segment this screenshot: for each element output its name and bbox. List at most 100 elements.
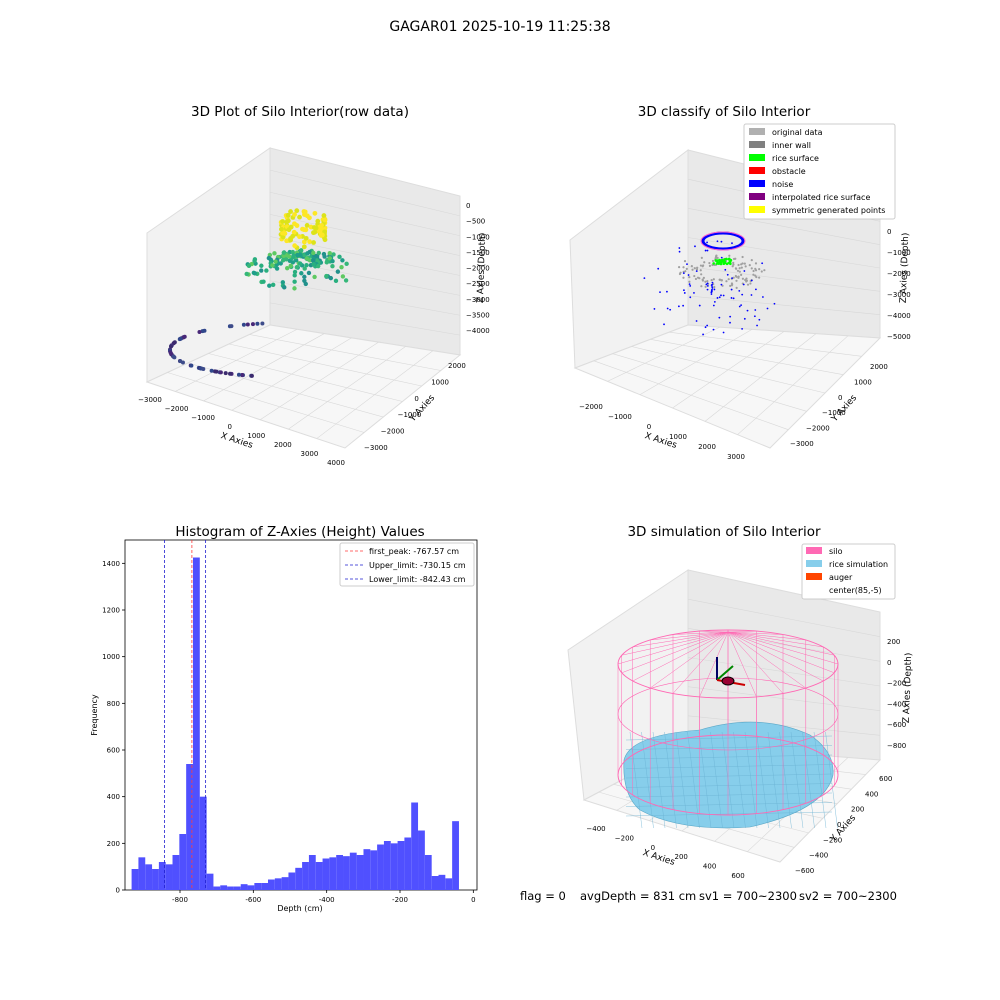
cls-point: [722, 331, 725, 334]
sim-y-tick-label: 600: [879, 775, 892, 783]
raw-point: [314, 258, 320, 263]
sim-z-tick-label: −800: [887, 742, 906, 750]
simulation-3d-panel: 3D simulation of Silo Interior −400 −200 0…: [567, 524, 914, 880]
cls-point: [738, 305, 741, 308]
histogram-y-ticks: 0 200 400 600 800 1000 1200 1400: [102, 560, 125, 895]
legend-swatch: [806, 547, 822, 554]
histogram-legend-box: [339, 542, 475, 587]
raw-x-tick-label: 2000: [274, 441, 292, 449]
histogram-bar: [349, 852, 357, 890]
raw-point: [282, 285, 287, 290]
raw-point: [244, 271, 249, 277]
cls-point: [691, 268, 694, 271]
cls-point: [748, 264, 751, 267]
raw-point: [281, 250, 286, 255]
rice-mesh-line: [625, 754, 833, 760]
histogram-x-tick-label: -200: [392, 896, 408, 904]
histogram-bar: [131, 869, 139, 890]
classify-3d-points: [643, 231, 776, 336]
cls-point: [701, 278, 704, 281]
cls-point: [704, 326, 707, 329]
status-sv1: sv1 = 700~2300: [699, 889, 797, 903]
raw-y-tick-label: −3000: [364, 444, 388, 452]
histogram-bar: [186, 764, 193, 890]
rice-simulation-surface: [623, 721, 838, 829]
histogram-reference-lines: [164, 540, 207, 890]
rice-mesh-line: [625, 735, 833, 741]
cls-point: [735, 279, 738, 282]
cls-ring-outline: [700, 231, 746, 251]
raw-point: [270, 282, 276, 288]
cls-point: [724, 268, 727, 271]
raw-y-tick-label: −1000: [398, 411, 422, 419]
raw-point: [294, 258, 299, 263]
histogram-bar: [295, 867, 303, 890]
histogram-bar: [288, 872, 296, 890]
raw-point: [316, 250, 322, 256]
simulation-3d-zlabel: Z Axies (Depth): [902, 653, 914, 724]
classify-3d-x-ticks: −2000 −1000 0 1000 2000 3000: [579, 403, 745, 461]
legend-swatch: [749, 193, 765, 200]
histogram-y-tick-label: 0: [116, 887, 120, 895]
cls-point: [754, 269, 758, 272]
rice-mesh-line: [733, 731, 746, 829]
legend-label: Lower_limit: -842.43 cm: [369, 575, 466, 584]
rice-mesh-line: [790, 731, 804, 829]
histogram-bar: [220, 885, 228, 890]
raw-point: [288, 263, 293, 269]
cls-point: [722, 294, 725, 297]
raw-y-tick-label: 1000: [431, 378, 449, 386]
raw-point: [324, 260, 329, 265]
cls-point: [657, 267, 660, 270]
raw-point: [294, 265, 300, 270]
histogram-bar: [274, 878, 282, 890]
cls-point: [754, 262, 758, 265]
cls-point: [706, 241, 708, 244]
raw-point: [279, 226, 284, 232]
gridline: [249, 334, 441, 371]
status-sv2: sv2 = 700~2300: [799, 889, 897, 903]
cls-point: [696, 266, 699, 269]
histogram-bar: [281, 877, 289, 890]
rice-mesh-line: [629, 731, 643, 829]
auger-body: [721, 676, 735, 686]
raw-z-tick-label: 0: [466, 202, 470, 210]
cls-point: [752, 273, 755, 276]
cls-y-tick-label: 0: [838, 394, 842, 402]
raw-point: [229, 324, 234, 329]
cls-point: [718, 316, 721, 319]
cls-point: [740, 266, 743, 269]
raw-point: [339, 264, 344, 270]
histogram-y-tick-label: 600: [107, 747, 120, 755]
cls-point: [712, 278, 715, 281]
cls-point: [740, 263, 743, 266]
rice-mesh-line: [744, 731, 758, 829]
raw-point: [311, 240, 316, 245]
cls-point: [722, 260, 726, 264]
sim-y-tick-label: 400: [865, 790, 878, 798]
raw-point: [223, 371, 228, 376]
sim-y-tick-label: 0: [837, 821, 841, 829]
legend-swatch: [749, 206, 765, 213]
raw-point: [307, 215, 312, 221]
raw-point: [272, 251, 277, 256]
cls-point: [695, 320, 698, 322]
histogram-x-tick-label: -800: [172, 896, 188, 904]
cls-point: [741, 255, 744, 259]
cls-point: [683, 260, 687, 263]
histogram-y-tick-label: 1200: [102, 607, 120, 615]
legend-label: center(85,-5): [829, 586, 882, 595]
cls-point: [744, 265, 747, 268]
cls-point: [738, 289, 741, 292]
cls-point: [740, 304, 743, 306]
cls-point: [687, 274, 690, 276]
raw-point: [280, 280, 286, 285]
raw-point: [189, 363, 194, 368]
cls-point: [737, 276, 740, 279]
cls-point: [712, 262, 715, 265]
rice-mesh-line: [625, 745, 833, 750]
raw-x-tick-label: 1000: [247, 432, 265, 440]
rice-mesh-line: [625, 802, 833, 807]
raw-x-tick-label: −1000: [191, 414, 215, 422]
